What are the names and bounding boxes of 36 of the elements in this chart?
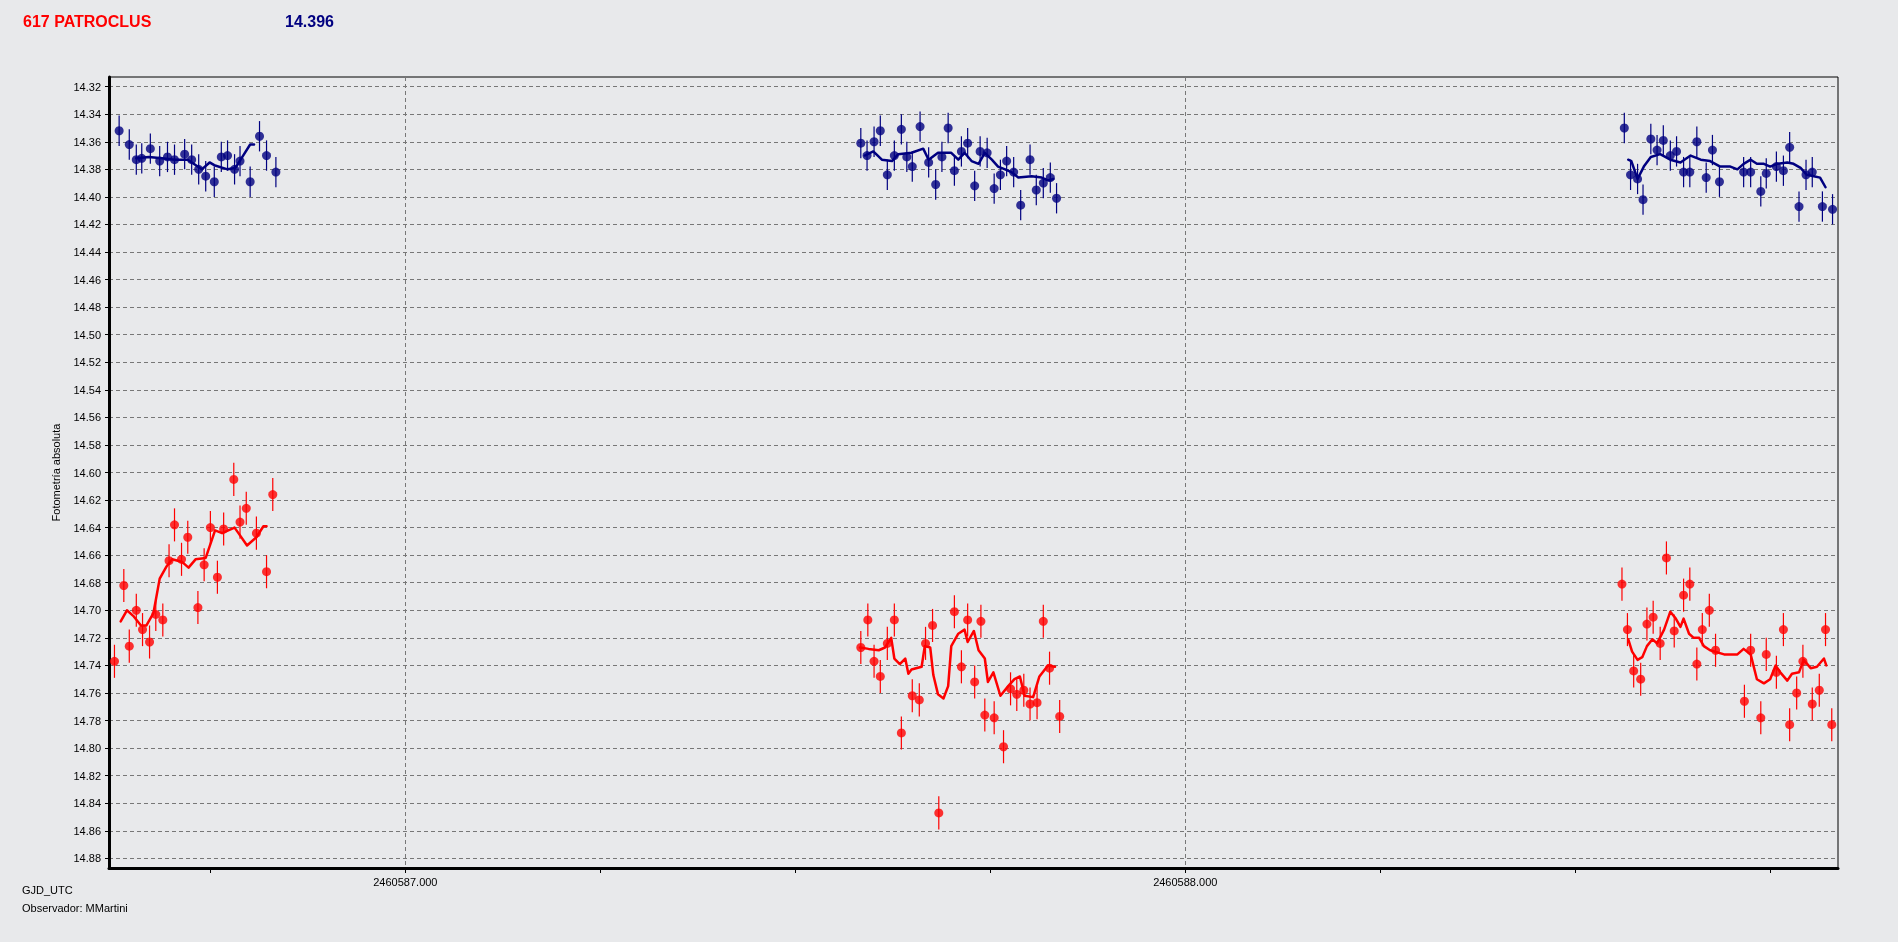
x-tick-label: 2460587.000: [373, 875, 438, 888]
y-tick-label: 14.72: [73, 631, 101, 644]
y-tick-label: 14.68: [73, 576, 101, 589]
y-axis-title: Fotometría absoluta: [49, 422, 62, 522]
y-tick-label: 14.62: [73, 494, 101, 507]
y-tick-label: 14.40: [73, 190, 101, 203]
y-tick-label: 14.32: [73, 80, 101, 93]
y-tick-label: 14.44: [73, 246, 101, 259]
y-tick-label: 14.66: [73, 549, 101, 562]
y-tick-label: 14.36: [73, 135, 101, 148]
y-tick-label: 14.52: [73, 356, 101, 369]
chart-title: 617 PATROCLUS: [23, 12, 152, 30]
y-tick-label: 14.88: [73, 852, 101, 865]
y-tick-label: 14.50: [73, 328, 101, 341]
y-tick-label: 14.82: [73, 769, 101, 782]
y-tick-label: 14.78: [73, 714, 101, 727]
y-tick-label: 14.70: [73, 604, 101, 617]
y-tick-label: 14.64: [73, 521, 101, 534]
y-tick-label: 14.54: [73, 383, 101, 396]
chart-subtitle: 14.396: [285, 12, 335, 30]
y-tick-label: 14.76: [73, 686, 101, 699]
y-tick-label: 14.56: [73, 411, 101, 424]
y-tick-label: 14.60: [73, 466, 101, 479]
y-tick-label: 14.74: [73, 659, 101, 672]
x-axis-title: GJD_UTC: [22, 883, 73, 896]
y-tick-label: 14.84: [73, 797, 101, 810]
y-tick-label: 14.86: [73, 824, 101, 837]
y-tick-label: 14.80: [73, 742, 101, 755]
y-tick-label: 14.34: [73, 108, 101, 121]
y-tick-label: 14.58: [73, 438, 101, 451]
x-tick-label: 2460588.000: [1153, 875, 1218, 888]
text: Observador: MMartini: [22, 901, 128, 914]
y-tick-label: 14.48: [73, 301, 101, 314]
y-tick-label: 14.46: [73, 273, 101, 286]
y-tick-label: 14.38: [73, 163, 101, 176]
y-tick-label: 14.42: [73, 218, 101, 231]
